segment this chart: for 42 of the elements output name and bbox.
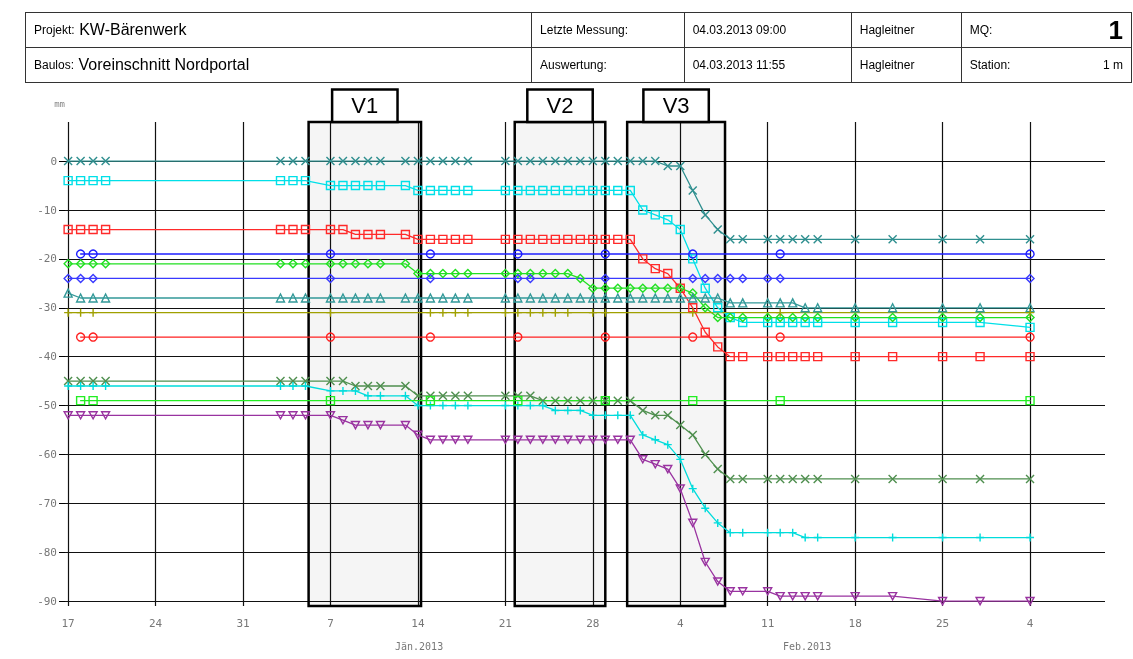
y-tick-label: -10: [37, 203, 57, 217]
text: MQ:: [968, 22, 994, 39]
x-tick-label: 21: [498, 617, 512, 630]
text: Station:: [968, 57, 1012, 74]
text: Projekt:: [34, 23, 75, 37]
text: KW-Bärenwerk: [79, 21, 187, 39]
text: Hagleitner: [851, 48, 962, 82]
x-tick-label: 28: [586, 617, 600, 630]
y-tick-label: -20: [37, 252, 57, 266]
x-tick-label: 4: [676, 617, 684, 630]
x-tick-label: 25: [935, 617, 950, 630]
x-tick-label: 24: [148, 617, 163, 630]
text: Letzte Messung:: [532, 13, 685, 47]
x-tick-label: 7: [327, 617, 334, 630]
band-label: V1: [351, 93, 379, 119]
y-tick-label: -70: [37, 496, 57, 510]
x-tick-label: 17: [61, 617, 75, 630]
text: 1 m: [1102, 57, 1124, 74]
y-tick-label: -40: [37, 350, 57, 364]
x-tick-label: 11: [761, 617, 775, 630]
text: 04.03.2013 11:55: [684, 48, 852, 82]
y-tick-label: -80: [37, 545, 57, 559]
text: Hagleitner: [851, 13, 962, 47]
text: Baulos:: [34, 58, 75, 72]
text: Auswertung:: [532, 48, 685, 82]
text: Voreinschnitt Nordportal: [78, 56, 250, 74]
x-tick-label: 18: [848, 617, 862, 630]
band-label: V3: [662, 93, 690, 119]
x-tick-label: 14: [411, 617, 425, 630]
text: Feb.2013: [783, 640, 832, 652]
band-label: V2: [546, 93, 574, 119]
y-axis-title: mm: [54, 98, 65, 109]
y-tick-label: -90: [37, 594, 57, 608]
text: 04.03.2013 09:00: [684, 13, 852, 47]
y-tick-label: -60: [37, 447, 57, 461]
y-tick-label: 0: [50, 154, 57, 168]
x-tick-label: 4: [1026, 617, 1034, 630]
y-tick-label: -30: [37, 301, 57, 315]
text: 1: [1107, 13, 1124, 47]
text: Jän.2013: [395, 640, 444, 652]
x-tick-label: 31: [236, 617, 250, 630]
y-tick-label: -50: [37, 399, 57, 413]
